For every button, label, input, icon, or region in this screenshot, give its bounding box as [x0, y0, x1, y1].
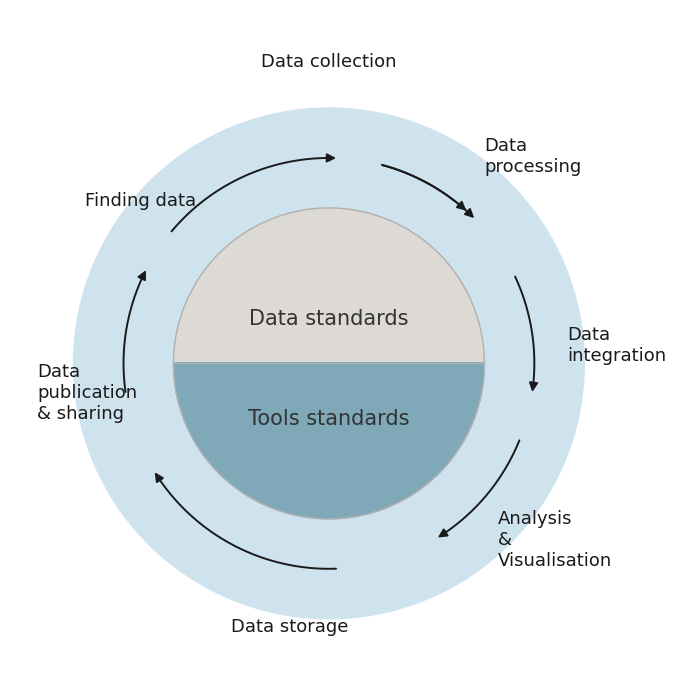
Text: Data collection: Data collection	[261, 53, 397, 71]
Circle shape	[73, 108, 584, 619]
Text: Tools standards: Tools standards	[248, 409, 410, 429]
Polygon shape	[173, 208, 484, 363]
Polygon shape	[173, 363, 484, 519]
Text: Data storage: Data storage	[232, 618, 349, 635]
Text: Finding data: Finding data	[85, 192, 196, 210]
Text: Data
processing: Data processing	[484, 138, 582, 176]
Text: Analysis
&
Visualisation: Analysis & Visualisation	[498, 510, 612, 570]
Text: Data standards: Data standards	[249, 309, 409, 329]
Text: Data
integration: Data integration	[568, 326, 667, 365]
Text: Data
publication
& sharing: Data publication & sharing	[38, 363, 138, 423]
